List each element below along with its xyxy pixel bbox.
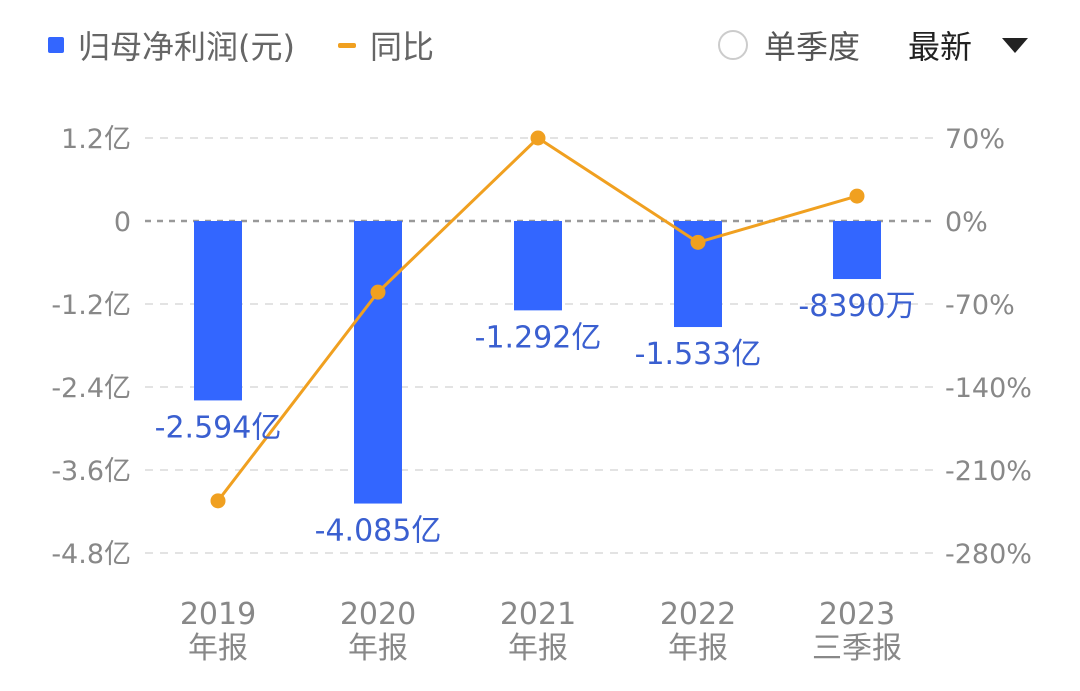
bar[interactable] [833, 221, 881, 280]
left-tick-label: 0 [114, 207, 131, 238]
right-axis: 70% 0% -70% -140% -210% -280% [945, 124, 1032, 570]
right-tick-label: -280% [945, 539, 1032, 570]
yoy-point[interactable] [530, 130, 546, 146]
bar-value-label: -1.292亿 [475, 320, 602, 355]
x-category-label: 2021 年报 [500, 597, 576, 666]
chart-header: 归母净利润(元) 同比 单季度 最新 [0, 0, 1080, 90]
left-tick-label: -3.6亿 [51, 456, 131, 487]
left-tick-label: -1.2亿 [51, 290, 131, 321]
bar-value-label: -8390万 [798, 289, 915, 324]
right-tick-label: 70% [945, 124, 1005, 155]
bar[interactable] [354, 221, 402, 504]
line-swatch-icon [338, 42, 356, 48]
yoy-point[interactable] [210, 493, 226, 509]
period-dropdown[interactable]: 最新 [908, 22, 1029, 68]
bar-value-label: -2.594亿 [155, 410, 282, 445]
right-tick-label: -210% [945, 456, 1032, 487]
bar-series [194, 221, 881, 504]
x-category-label: 2022 年报 [660, 597, 736, 666]
right-tick-label: -70% [945, 290, 1015, 321]
legend-item-yoy[interactable]: 同比 [338, 22, 434, 68]
left-tick-label: -2.4亿 [51, 373, 131, 404]
bar-value-label: -1.533亿 [635, 337, 762, 372]
data-labels: -2.594亿 -4.085亿 -1.292亿 -1.533亿 -8390万 [155, 289, 916, 549]
right-tick-label: 0% [945, 207, 988, 238]
x-category-label: 2023 三季报 [812, 597, 902, 666]
yoy-point[interactable] [370, 284, 386, 300]
legend-item-net-profit[interactable]: 归母净利润(元) [48, 22, 295, 68]
bar-swatch-icon [48, 37, 64, 53]
caret-down-icon[interactable] [1002, 37, 1029, 53]
line-series [210, 130, 865, 509]
x-category-label: 2019 年报 [180, 597, 256, 666]
x-category-label: 2020 年报 [340, 597, 416, 666]
bar[interactable] [194, 221, 242, 401]
x-axis: 2019 年报 2020 年报 2021 年报 2022 年报 2023 三季报 [180, 597, 902, 666]
yoy-point[interactable] [849, 188, 865, 204]
bar-value-label: -4.085亿 [315, 514, 442, 549]
radio-unchecked-icon[interactable] [718, 30, 748, 60]
bar[interactable] [514, 221, 562, 311]
legend-label-yoy: 同比 [370, 28, 435, 66]
yoy-point[interactable] [690, 234, 706, 250]
period-dropdown-value: 最新 [908, 28, 973, 66]
left-tick-label: -4.8亿 [51, 539, 131, 570]
right-tick-label: -140% [945, 373, 1032, 404]
single-quarter-toggle[interactable]: 单季度 [718, 22, 860, 68]
left-axis: 1.2亿 0 -1.2亿 -2.4亿 -3.6亿 -4.8亿 [51, 124, 131, 570]
legend-label-net-profit: 归母净利润(元) [78, 28, 295, 66]
left-tick-label: 1.2亿 [61, 124, 131, 155]
single-quarter-label: 单季度 [764, 28, 861, 66]
